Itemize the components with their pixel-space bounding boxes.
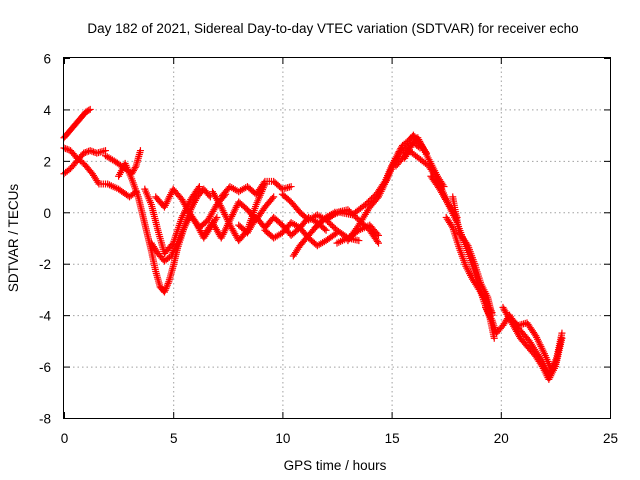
y-tick-label: -2 [39, 257, 51, 272]
data-point [317, 218, 325, 226]
data-point [355, 237, 363, 245]
data-point [287, 183, 295, 191]
data-point [363, 199, 371, 207]
data-points [60, 105, 566, 383]
data-point [344, 206, 352, 214]
data-point [89, 148, 97, 156]
data-point [330, 223, 338, 231]
data-point [268, 194, 276, 202]
x-tick-label: 0 [61, 431, 69, 446]
x-tick-label: 25 [603, 431, 618, 446]
data-point [85, 106, 93, 114]
y-tick-labels: -8 -6 -4 -2 0 2 4 6 [39, 52, 52, 427]
data-point [88, 147, 96, 155]
data-point [195, 183, 203, 191]
data-point [558, 334, 566, 342]
data-point [537, 361, 545, 369]
data-point [164, 279, 172, 287]
data-point [328, 222, 336, 230]
data-point [321, 225, 329, 233]
data-point [316, 219, 324, 227]
data-point [81, 149, 89, 156]
data-point [270, 193, 278, 201]
plot-frame [63, 57, 611, 419]
data-point [160, 288, 168, 296]
data-point [439, 181, 447, 189]
data-point [327, 220, 335, 228]
data-point [440, 183, 448, 191]
y-tick-label: -4 [39, 309, 51, 324]
data-point [448, 222, 456, 230]
y-tick-label: -6 [39, 360, 51, 375]
x-tick-label: 5 [170, 431, 178, 446]
data-point [311, 224, 319, 232]
data-point [365, 198, 373, 206]
y-axis-label: SDTVAR / TECUs [6, 184, 21, 293]
axis-ticks [64, 58, 611, 419]
data-point [353, 215, 361, 223]
data-point [373, 230, 381, 238]
y-tick-label: 0 [43, 206, 51, 221]
data-point [313, 222, 321, 230]
data-point [86, 105, 94, 113]
data-point [490, 334, 498, 342]
data-point [83, 148, 91, 156]
grid-lines [64, 58, 610, 418]
data-point [212, 215, 220, 223]
data-point [373, 238, 381, 246]
data-point [136, 147, 144, 155]
y-tick-label: 4 [43, 103, 51, 118]
data-point [194, 184, 202, 192]
data-point [443, 199, 451, 207]
data-point [354, 223, 362, 231]
x-tick-labels: 0 5 10 15 20 25 [61, 431, 618, 446]
data-point [374, 239, 382, 247]
x-axis-label: GPS time / hours [284, 458, 387, 473]
data-point [161, 286, 169, 294]
y-tick-label: 6 [43, 52, 51, 67]
data-point [322, 226, 330, 234]
data-point [163, 281, 171, 289]
data-point [131, 164, 139, 172]
y-tick-label: -8 [39, 412, 51, 427]
data-point [163, 283, 171, 291]
x-tick-label: 10 [275, 431, 290, 446]
x-tick-label: 20 [494, 431, 509, 446]
data-point [63, 145, 71, 153]
data-point [94, 178, 102, 186]
data-point [216, 201, 224, 209]
data-point [374, 231, 382, 239]
data-point [554, 352, 562, 360]
y-tick-label: 2 [43, 154, 51, 169]
data-point [80, 149, 88, 157]
x-tick-label: 15 [385, 431, 400, 446]
data-point [213, 213, 221, 221]
data-point [86, 147, 94, 155]
data-point [361, 201, 369, 209]
data-point [314, 221, 322, 229]
chart-title: Day 182 of 2021, Sidereal Day-to-day VTE… [87, 21, 578, 36]
data-point [260, 179, 268, 187]
data-point [463, 240, 471, 248]
data-point [319, 216, 327, 224]
data-point [162, 285, 170, 293]
